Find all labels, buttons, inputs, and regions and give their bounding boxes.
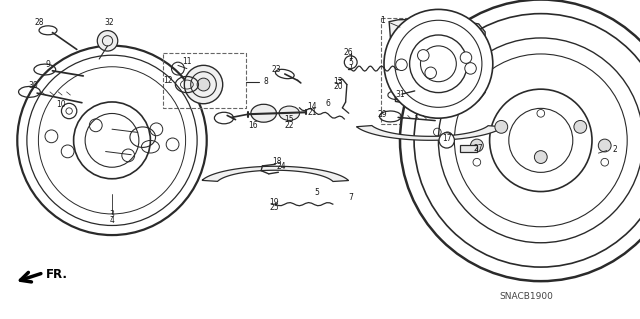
Ellipse shape [396, 59, 407, 70]
Ellipse shape [534, 151, 547, 163]
Ellipse shape [574, 121, 587, 133]
Ellipse shape [197, 78, 210, 91]
Text: 7: 7 [348, 193, 353, 202]
Text: 15: 15 [284, 115, 294, 124]
Text: 21: 21 [308, 108, 317, 117]
Polygon shape [202, 166, 349, 182]
Ellipse shape [400, 0, 640, 281]
Text: SNACB1900: SNACB1900 [499, 292, 553, 300]
Text: 26: 26 [344, 48, 354, 57]
Ellipse shape [442, 132, 452, 142]
Text: 12: 12 [163, 76, 172, 85]
Text: 17: 17 [442, 134, 452, 143]
Text: 16: 16 [248, 121, 258, 130]
Text: 11: 11 [182, 57, 191, 66]
Ellipse shape [495, 121, 508, 133]
Ellipse shape [425, 67, 436, 78]
Ellipse shape [97, 31, 118, 51]
Ellipse shape [465, 63, 476, 74]
Text: 29: 29 [378, 110, 388, 119]
Ellipse shape [470, 139, 483, 152]
Ellipse shape [61, 103, 77, 119]
Polygon shape [460, 145, 477, 152]
Text: 22: 22 [285, 121, 294, 130]
Text: FR.: FR. [46, 269, 68, 281]
Ellipse shape [251, 104, 276, 122]
Ellipse shape [184, 65, 223, 104]
Text: 4: 4 [109, 216, 115, 225]
Text: 24: 24 [276, 162, 287, 171]
Text: 25: 25 [269, 204, 279, 212]
Text: 1: 1 [380, 16, 385, 25]
Text: 6: 6 [325, 99, 330, 108]
Text: 18: 18 [272, 157, 281, 166]
Text: 30: 30 [28, 81, 38, 90]
Text: 2: 2 [612, 145, 617, 154]
Ellipse shape [384, 9, 493, 118]
Text: 32: 32 [104, 19, 114, 27]
Polygon shape [389, 19, 485, 106]
Text: 19: 19 [269, 198, 279, 207]
Ellipse shape [279, 106, 300, 120]
Text: 28: 28 [35, 19, 44, 27]
Text: 27: 27 [474, 144, 484, 153]
Text: 20: 20 [333, 82, 343, 91]
Ellipse shape [439, 133, 454, 148]
Ellipse shape [17, 46, 207, 235]
Text: 5: 5 [314, 189, 319, 197]
Text: 3: 3 [109, 210, 115, 219]
Text: 14: 14 [307, 102, 317, 111]
Text: 8: 8 [263, 77, 268, 86]
Ellipse shape [460, 52, 472, 63]
Polygon shape [356, 126, 504, 140]
Text: 23: 23 [271, 65, 282, 74]
Text: 10: 10 [56, 100, 66, 109]
Ellipse shape [598, 139, 611, 152]
Ellipse shape [417, 50, 429, 61]
Text: 5: 5 [348, 58, 353, 67]
Text: 31: 31 [395, 90, 405, 99]
Text: 13: 13 [333, 77, 343, 86]
Text: 9: 9 [45, 60, 51, 69]
